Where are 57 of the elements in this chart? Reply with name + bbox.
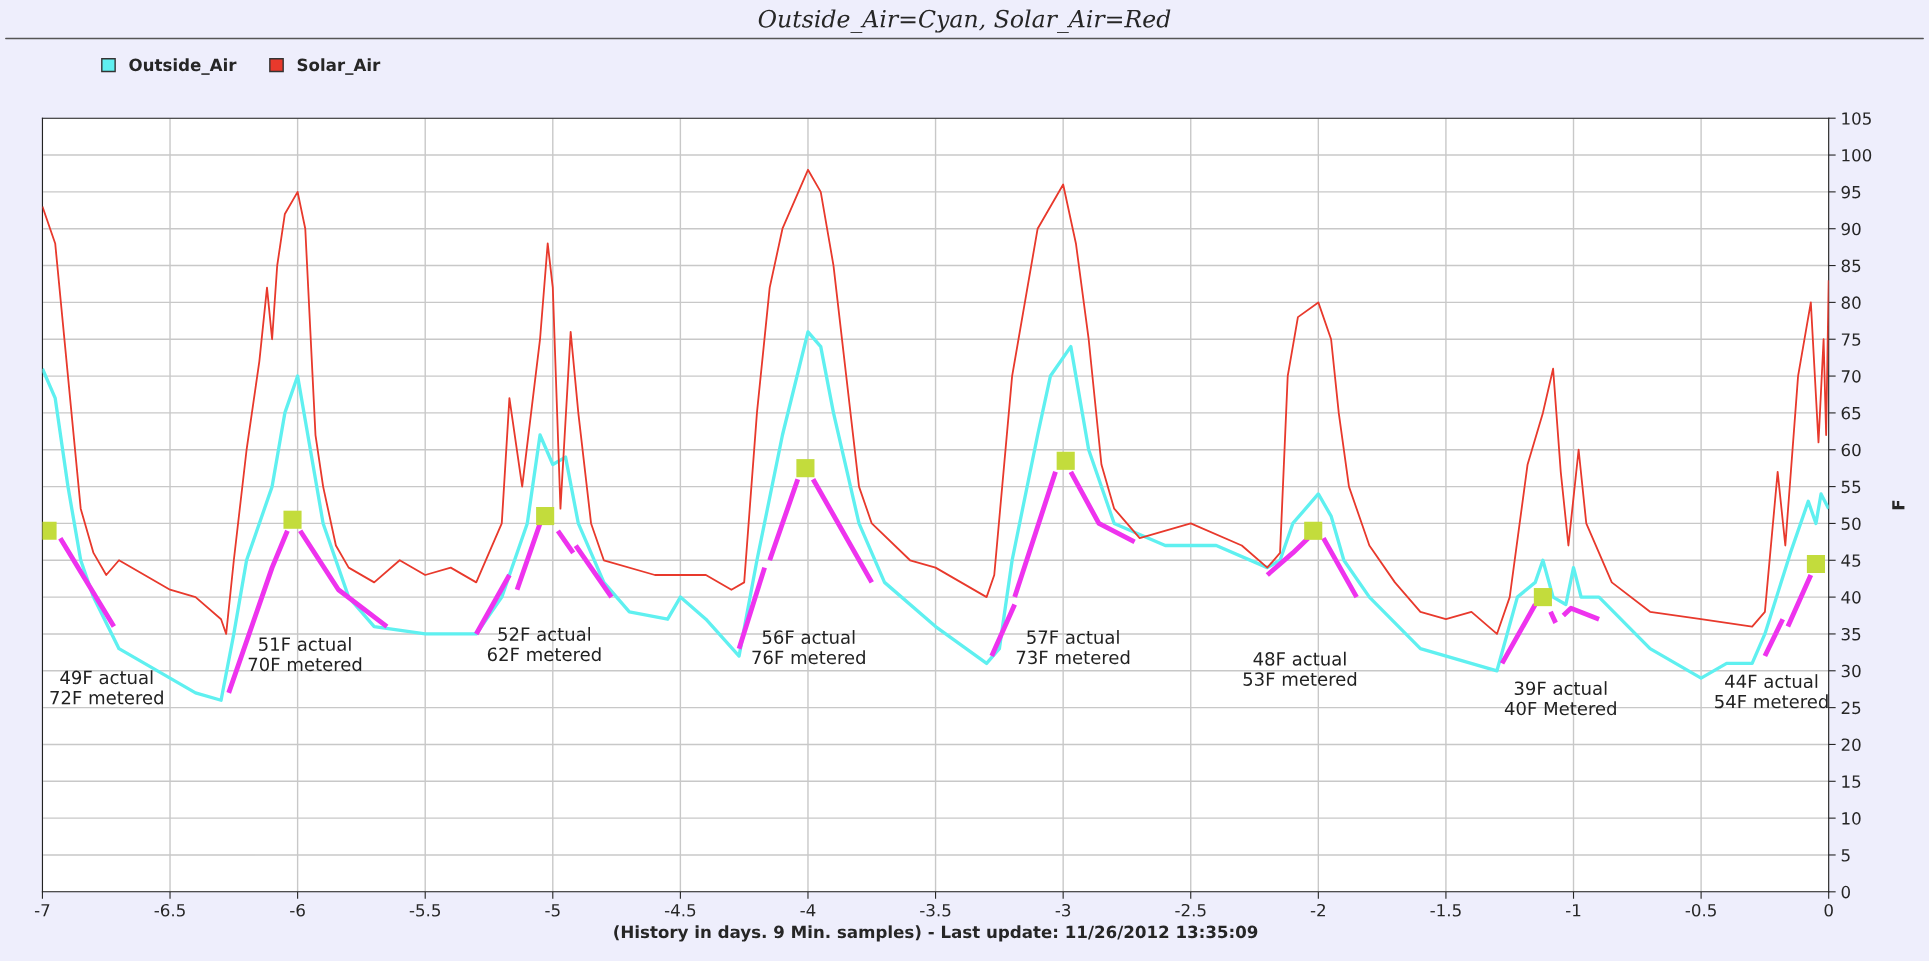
y-tick-label: 40	[1841, 591, 1861, 604]
point	[536, 507, 555, 526]
annotation: 48F actual 53F metered	[1243, 651, 1357, 686]
x-tick-label: -3	[1055, 903, 1071, 917]
annotation: 57F actual 73F metered	[1016, 630, 1130, 665]
y-tick-label: 10	[1842, 812, 1861, 825]
x-tick-label: -1	[1566, 904, 1581, 917]
x-tick-label: -2.5	[1175, 903, 1206, 917]
x-tick-label: -4	[800, 904, 816, 917]
y-tick-label: 65	[1841, 406, 1861, 420]
y-tick-label: 100	[1842, 149, 1872, 162]
x-tick-label: -6.5	[154, 903, 185, 917]
point	[1806, 554, 1825, 573]
legend-label: Outside_Air	[129, 58, 237, 75]
point	[1056, 451, 1075, 470]
y-tick-label: 15	[1842, 775, 1861, 788]
point	[1304, 521, 1323, 540]
x-tick-label: -0.5	[1685, 903, 1716, 917]
x-tick-label: -4.5	[664, 904, 696, 917]
annotation: 52F actual 62F metered	[487, 626, 601, 662]
chart-title: Outside_Air=Cyan, Solar_Air=Red	[758, 9, 1171, 33]
x-tick-label: -7	[34, 904, 50, 917]
annotation: 39F actual 40F Metered	[1504, 681, 1616, 716]
x-tick-label: -1.5	[1430, 904, 1461, 917]
annotation: 56F actual 76F metered	[752, 630, 865, 665]
y-tick-label: 60	[1841, 443, 1861, 457]
point	[283, 510, 302, 529]
point	[796, 459, 815, 478]
annotation: 49F actual 72F metered	[50, 670, 163, 705]
x-tick-label: -6	[290, 903, 305, 917]
x-tick-label: -2	[1310, 903, 1325, 917]
y-tick-label: 105	[1842, 112, 1871, 125]
y-axis-title: F	[1892, 500, 1905, 510]
y-tick-label: 35	[1841, 627, 1861, 641]
y-tick-label: 30	[1841, 664, 1861, 678]
y-tick-label: 55	[1841, 480, 1861, 494]
annotation: 44F actual 54F metered	[1715, 674, 1828, 709]
legend-label: Solar_Air	[297, 58, 381, 75]
y-tick-label: 5	[1841, 849, 1850, 862]
y-tick-label: 0	[1841, 885, 1850, 899]
y-tick-label: 50	[1841, 517, 1861, 530]
y-tick-label: 90	[1841, 222, 1861, 236]
x-tick-label: 0	[1824, 903, 1833, 917]
y-tick-label: 95	[1841, 185, 1861, 199]
y-tick-label: 20	[1841, 738, 1861, 752]
x-axis-title: (History in days. 9 Min. samples) - Last update: 11/26/2012 13:35:09	[614, 925, 1258, 942]
y-tick-label: 25	[1841, 701, 1861, 715]
x-tick-label: -5	[545, 904, 560, 917]
y-tick-label: 75	[1841, 333, 1861, 346]
point	[1533, 588, 1552, 607]
y-tick-label: 80	[1841, 296, 1861, 309]
y-tick-label: 70	[1841, 370, 1861, 383]
y-tick-label: 45	[1841, 554, 1861, 567]
x-tick-label: -5.5	[409, 904, 441, 917]
annotation: 51F actual 70F metered	[248, 637, 362, 672]
y-tick-label: 85	[1841, 259, 1861, 273]
x-tick-label: -3.5	[920, 903, 951, 917]
